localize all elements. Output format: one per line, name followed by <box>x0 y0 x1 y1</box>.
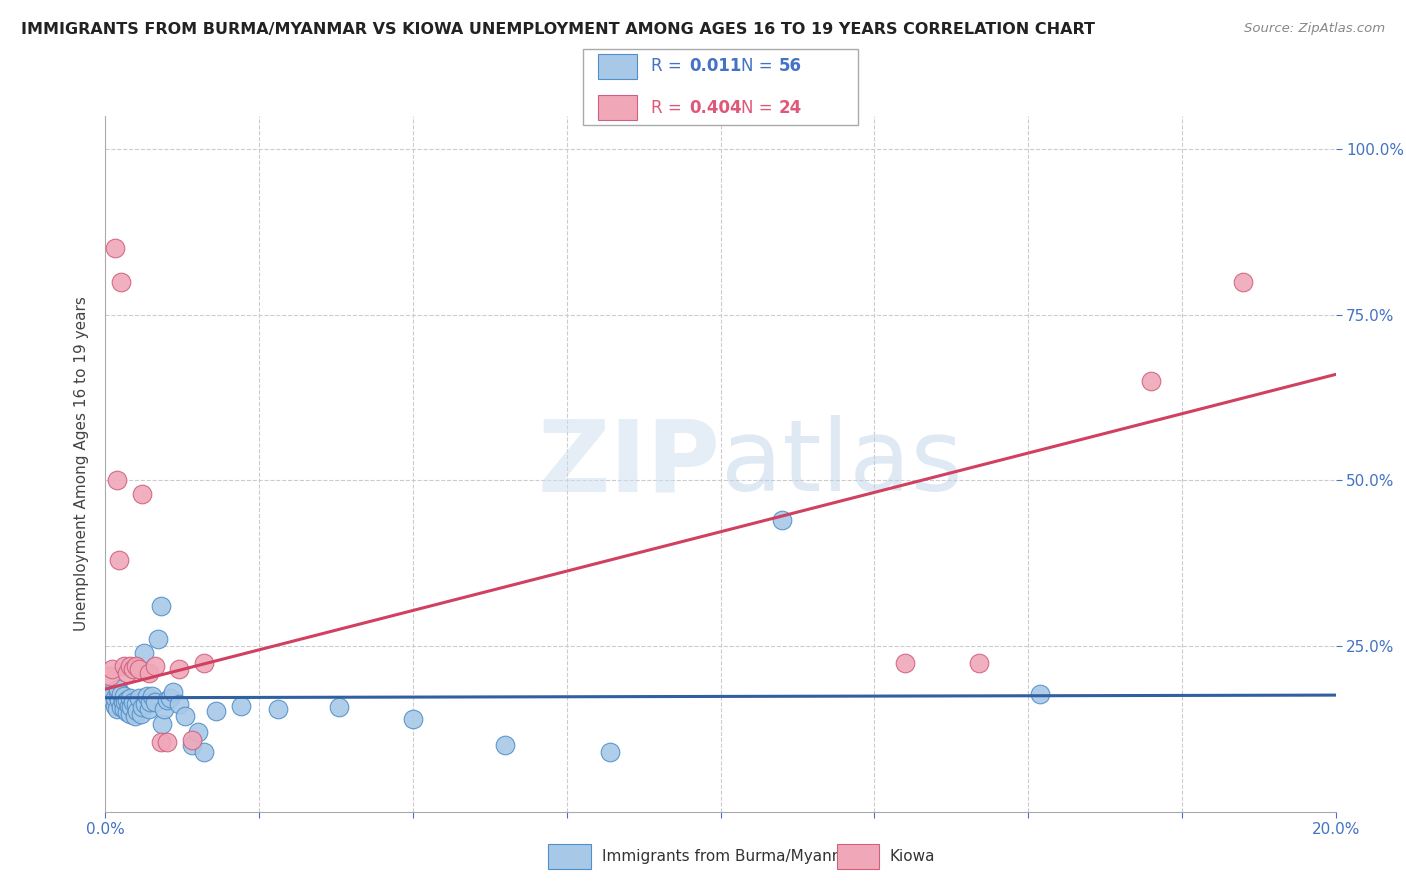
Point <box>402 712 425 726</box>
Point <box>156 693 179 707</box>
Point <box>114 695 136 709</box>
Point <box>110 700 132 714</box>
Point <box>149 599 172 614</box>
Point <box>494 739 516 753</box>
Point <box>141 689 163 703</box>
Point <box>110 687 132 701</box>
Point <box>156 735 179 749</box>
Text: IMMIGRANTS FROM BURMA/MYANMAR VS KIOWA UNEMPLOYMENT AMONG AGES 16 TO 19 YEARS CO: IMMIGRANTS FROM BURMA/MYANMAR VS KIOWA U… <box>21 22 1095 37</box>
Point <box>193 745 215 759</box>
Point <box>124 708 146 723</box>
Point <box>187 725 209 739</box>
Point <box>101 685 124 699</box>
Point <box>125 659 148 673</box>
Point <box>115 693 138 707</box>
Point <box>112 689 135 703</box>
Y-axis label: Unemployment Among Ages 16 to 19 years: Unemployment Among Ages 16 to 19 years <box>75 296 90 632</box>
Text: 0.404: 0.404 <box>689 99 741 117</box>
Point <box>127 704 149 718</box>
Point <box>180 739 202 753</box>
Point <box>118 698 141 713</box>
Point <box>143 695 166 709</box>
Point <box>134 698 156 712</box>
Point <box>205 704 228 718</box>
Point <box>129 706 152 721</box>
Point <box>328 700 350 714</box>
Point <box>107 682 129 697</box>
Point <box>115 706 138 720</box>
Point <box>143 659 166 673</box>
Point <box>132 646 155 660</box>
Text: Kiowa: Kiowa <box>890 849 935 863</box>
Point <box>894 656 917 670</box>
Point <box>125 698 148 712</box>
Text: Immigrants from Burma/Myanmar: Immigrants from Burma/Myanmar <box>602 849 862 863</box>
Point <box>120 700 142 714</box>
Point <box>110 275 132 289</box>
Point <box>180 733 202 747</box>
Point <box>169 662 191 676</box>
Point <box>111 695 134 709</box>
Point <box>112 702 135 716</box>
Point <box>1140 374 1163 388</box>
Point <box>267 702 290 716</box>
Point <box>120 690 141 705</box>
Point <box>138 665 160 680</box>
Point <box>131 486 153 500</box>
Point <box>120 659 141 673</box>
Text: 0.011: 0.011 <box>689 57 741 75</box>
Point <box>149 735 172 749</box>
Point <box>100 662 122 676</box>
Point <box>107 689 129 703</box>
Point <box>122 662 145 676</box>
Point <box>139 695 162 709</box>
Point <box>98 669 122 683</box>
Point <box>131 700 153 714</box>
Point <box>100 692 122 706</box>
Point <box>104 242 127 256</box>
Point <box>193 656 215 670</box>
Text: 56: 56 <box>779 57 801 75</box>
Point <box>162 685 184 699</box>
Text: ZIP: ZIP <box>537 416 721 512</box>
Point <box>105 474 128 488</box>
Point <box>115 665 138 680</box>
Point <box>770 513 793 527</box>
Text: atlas: atlas <box>721 416 962 512</box>
Text: R =: R = <box>651 57 688 75</box>
Point <box>229 698 252 713</box>
Point <box>122 695 145 709</box>
Point <box>1232 275 1254 289</box>
Point <box>104 690 127 705</box>
Point <box>159 690 181 705</box>
Point <box>146 632 169 647</box>
Point <box>128 690 150 705</box>
Text: Source: ZipAtlas.com: Source: ZipAtlas.com <box>1244 22 1385 36</box>
Point <box>153 702 176 716</box>
Point <box>108 553 131 567</box>
Text: N =: N = <box>741 99 778 117</box>
Point <box>128 662 150 676</box>
Point <box>174 708 197 723</box>
Point <box>108 693 131 707</box>
Point <box>1029 687 1052 701</box>
Text: 24: 24 <box>779 99 803 117</box>
Point <box>98 689 122 703</box>
Text: N =: N = <box>741 57 778 75</box>
Text: R =: R = <box>651 99 688 117</box>
Point <box>169 698 191 712</box>
Point <box>104 698 127 713</box>
Point <box>138 702 160 716</box>
Point <box>112 659 135 673</box>
Point <box>150 717 173 731</box>
Point <box>599 745 621 759</box>
Point <box>967 656 990 670</box>
Point <box>120 706 141 721</box>
Point <box>136 689 159 703</box>
Point <box>105 702 128 716</box>
